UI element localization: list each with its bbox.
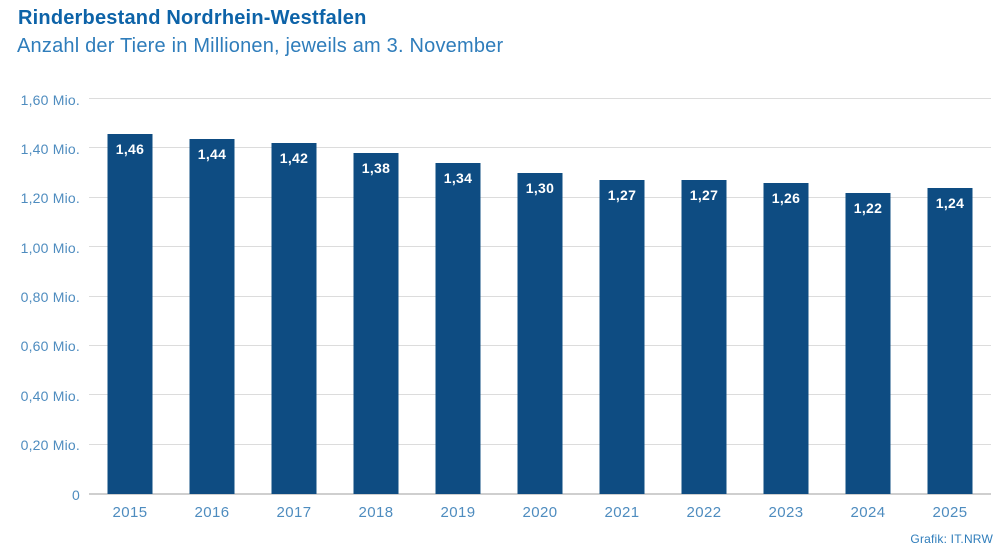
- chart-subtitle: Anzahl der Tiere in Millionen, jeweils a…: [17, 35, 504, 57]
- bar-value-label: 1,42: [279, 150, 309, 167]
- bar-value-label: 1,27: [689, 187, 719, 204]
- bar-value-label: 1,24: [935, 194, 965, 211]
- bar-2016: 1,44: [189, 138, 235, 494]
- bar-value-label: 1,22: [853, 199, 883, 216]
- x-tick-label: 2023: [768, 504, 804, 521]
- bar-2025: 1,24: [927, 187, 973, 494]
- x-tick-label: 2019: [440, 504, 476, 521]
- bar-value-label: 1,27: [607, 187, 637, 204]
- y-tick-label: 0,20 Mio.: [20, 437, 80, 454]
- bar-2015: 1,46: [107, 133, 153, 494]
- x-tick-label: 2018: [358, 504, 394, 521]
- y-tick-label: 0,80 Mio.: [20, 289, 80, 305]
- x-tick-label: 2021: [604, 504, 640, 521]
- y-tick-label: 1,40 Mio.: [20, 140, 80, 157]
- bar-2020: 1,30: [517, 173, 563, 494]
- x-tick-label: 2020: [522, 504, 558, 521]
- bar-value-label: 1,46: [115, 140, 145, 157]
- gridline: [89, 98, 991, 99]
- bar-2017: 1,42: [271, 143, 317, 494]
- gridline: [89, 147, 991, 149]
- y-tick-label: 0,60 Mio.: [20, 338, 80, 355]
- x-axis-baseline: [89, 493, 991, 495]
- bar-value-label: 1,26: [771, 189, 801, 206]
- credit: Grafik: IT.NRW: [910, 532, 993, 546]
- y-tick-label: 0: [72, 486, 80, 503]
- chart-title: Rinderbestand Nordrhein-Westfalen: [18, 7, 367, 29]
- y-tick-label: 1,60 Mio.: [20, 91, 80, 108]
- x-tick-label: 2015: [112, 504, 148, 521]
- bar-2022: 1,27: [681, 180, 727, 494]
- x-tick-label: 2024: [850, 504, 886, 521]
- y-tick-label: 1,00 Mio.: [20, 239, 80, 256]
- x-tick-label: 2016: [194, 504, 230, 521]
- bar-2021: 1,27: [599, 180, 645, 494]
- y-tick-label: 1,20 Mio.: [20, 190, 80, 207]
- bar-2023: 1,26: [763, 182, 809, 494]
- x-tick-label: 2017: [276, 504, 312, 521]
- y-tick-label: 0,40 Mio.: [20, 387, 80, 404]
- x-tick-label: 2022: [686, 504, 722, 521]
- bar-value-label: 1,38: [361, 160, 391, 177]
- x-tick-label: 2025: [932, 504, 968, 521]
- plot-area: 1,60 Mio. 1,40 Mio. 1,20 Mio. 1,00 Mio. 0,80…: [21, 92, 991, 521]
- bar-value-label: 1,30: [525, 180, 555, 197]
- bar-2019: 1,34: [435, 163, 481, 494]
- bar-2018: 1,38: [353, 153, 399, 494]
- bar-value-label: 1,44: [197, 145, 227, 162]
- bar-value-label: 1,34: [443, 170, 473, 187]
- bar-2024: 1,22: [845, 192, 891, 494]
